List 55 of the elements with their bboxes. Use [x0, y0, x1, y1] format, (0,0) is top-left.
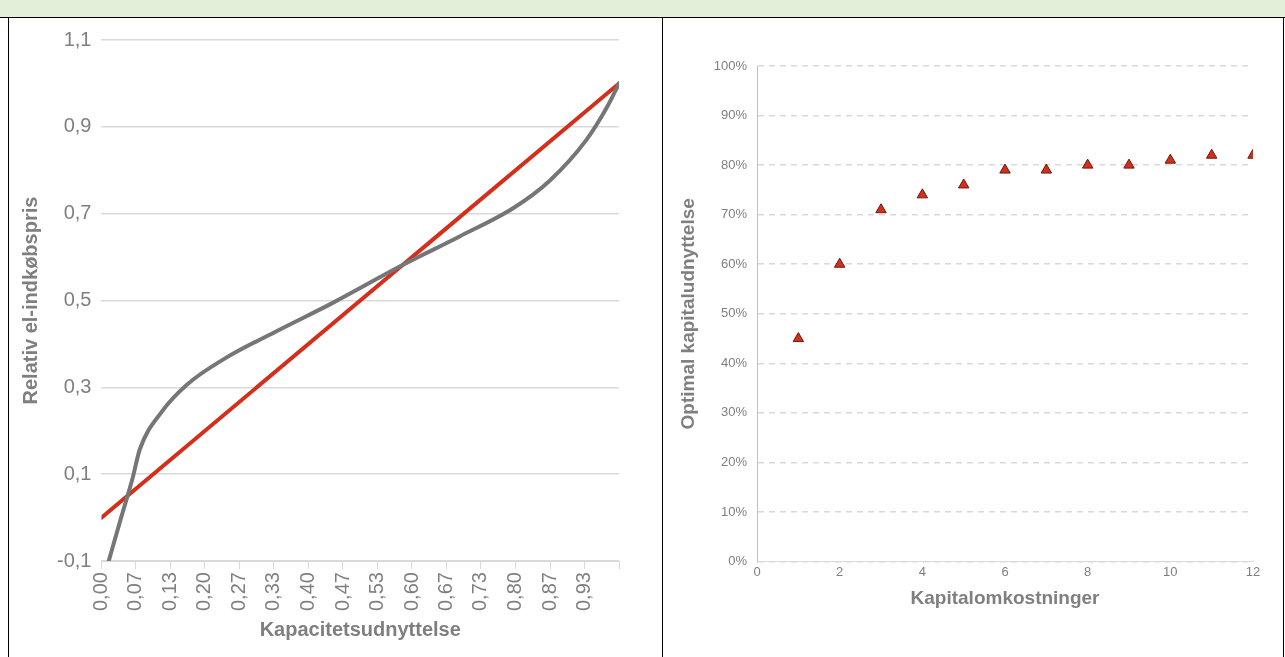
x-tick-label: 0,40	[295, 572, 318, 612]
point	[916, 188, 929, 199]
x-tick-label: 0,20	[192, 572, 215, 612]
x-tick-label: 0,00	[88, 572, 111, 612]
point	[792, 332, 805, 343]
y-tick-label: 50%	[721, 305, 748, 321]
x-tick-label: 2	[836, 563, 844, 579]
x-tick-label: 0,27	[227, 572, 250, 612]
x-tick-label: 0,33	[261, 572, 284, 612]
x-tick-label: 0,13	[157, 572, 180, 612]
x-tick-label: 0,80	[503, 572, 526, 612]
y-tick-label: 30%	[721, 404, 748, 420]
x-tick-label: 0,53	[364, 572, 387, 612]
x-tick-label: 8	[1084, 563, 1092, 579]
y-tick-label: 90%	[721, 107, 748, 123]
point	[875, 203, 887, 214]
point	[958, 178, 970, 189]
y-tick-label: 1,1	[63, 27, 92, 50]
y-tick-label: 100%	[713, 57, 748, 73]
y-tick-label: 0,5	[63, 288, 92, 311]
y-tick-label: 0,9	[63, 114, 92, 137]
x-tick-label: 0,93	[572, 572, 594, 612]
x-tick-label: 0,60	[399, 572, 422, 612]
y-tick-label: 0,7	[63, 201, 92, 224]
point	[1040, 163, 1053, 174]
x-tick-label: 4	[918, 563, 926, 579]
point	[834, 257, 846, 268]
point	[1123, 158, 1135, 169]
y-tick-label: 0,1	[63, 461, 92, 484]
y-tick-label: 0%	[728, 553, 748, 569]
y-tick-label: 0,3	[63, 374, 92, 397]
y-tick-label: -0,1	[56, 548, 92, 571]
point	[999, 163, 1011, 174]
x-tick-label: 6	[1001, 563, 1009, 579]
point	[1081, 158, 1094, 169]
x-tick-label: 0,47	[330, 572, 353, 612]
x-tick-label: 0,07	[123, 572, 146, 612]
x-tick-label: 10	[1163, 563, 1178, 579]
point	[1205, 148, 1218, 159]
y-tick-label: 70%	[721, 206, 748, 222]
y-tick-label: 80%	[721, 156, 748, 172]
x-axis-title: Kapitalomkostninger	[910, 586, 1101, 608]
y-tick-label: 20%	[721, 454, 748, 470]
y-tick-label: 60%	[721, 255, 748, 271]
y-tick-label: 40%	[721, 354, 748, 370]
x-tick-label: 12	[1245, 563, 1261, 579]
x-tick-label: 0,87	[537, 572, 560, 612]
x-axis-title: Kapacitetsudnyttelse	[259, 617, 461, 640]
y-axis-title: Optimal kapitaludnyttelse	[676, 198, 698, 430]
point	[1164, 153, 1177, 164]
x-tick-label: 0,73	[468, 572, 491, 612]
x-tick-label: 0,67	[434, 572, 457, 612]
y-tick-label: 10%	[721, 503, 748, 519]
x-tick-label: 0	[753, 563, 761, 579]
y-axis-title: Relativ el-indkøbspris	[18, 196, 41, 405]
